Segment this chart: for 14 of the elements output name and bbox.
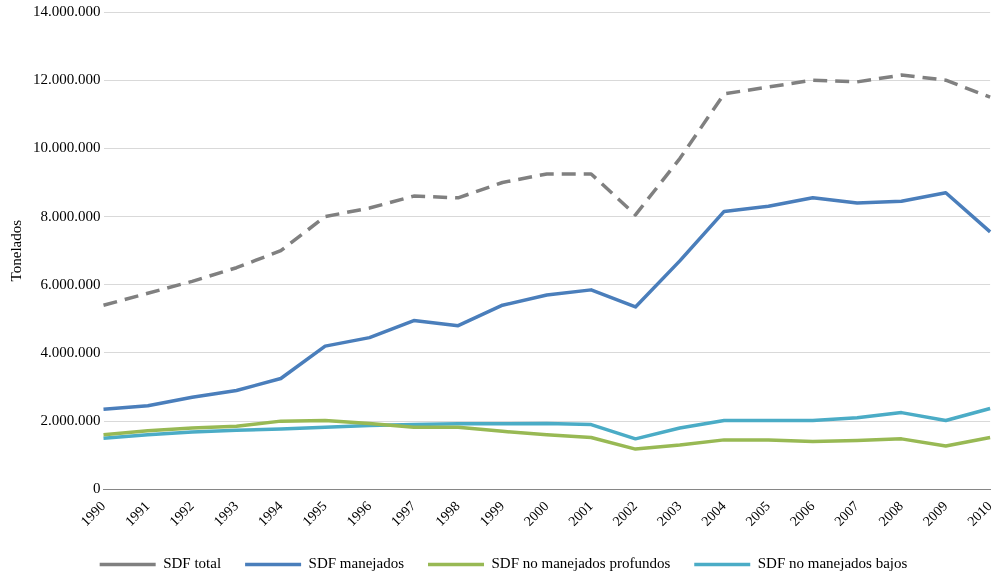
line-series xyxy=(101,73,992,307)
y-tick-label: 2.000.000 xyxy=(40,412,101,429)
legend-label: SDF no manejados profundos xyxy=(491,555,671,572)
legend-label: SDF no manejados bajos xyxy=(757,555,908,572)
y-tick-label: 6.000.000 xyxy=(40,275,101,292)
y-tick-label: 8.000.000 xyxy=(40,207,101,224)
legend-label: SDF total xyxy=(163,555,222,572)
y-tick-label: 0 xyxy=(93,480,101,497)
y-tick-label: 4.000.000 xyxy=(40,343,101,360)
legend-label: SDF manejados xyxy=(308,555,405,572)
y-axis-title: Tonelados xyxy=(7,219,24,282)
y-tick-label: 14.000.000 xyxy=(33,2,101,19)
y-tick-label: 12.000.000 xyxy=(33,71,101,88)
y-tick-label: 10.000.000 xyxy=(33,139,101,156)
